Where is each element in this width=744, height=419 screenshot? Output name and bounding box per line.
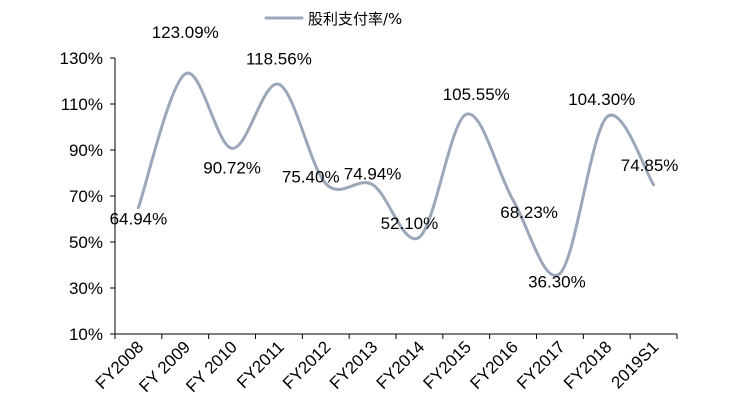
y-axis-ticks: 10% 30% 50% 70% 90% 110% 130% [60,49,115,344]
data-label: 75.40% [282,168,340,187]
y-tick-label: 90% [69,141,103,160]
x-tick-label: FY2011 [233,337,288,392]
x-tick-label: FY 2010 [182,337,241,396]
x-tick-label: FY2014 [373,337,429,393]
data-label: 104.30% [568,90,635,109]
y-tick-label: 70% [69,187,103,206]
data-label: 74.85% [621,156,679,175]
y-tick-label: 50% [69,233,103,252]
data-label: 68.23% [500,203,558,222]
x-tick-label: FY2018 [560,337,616,393]
x-tick-label: FY2016 [466,337,522,393]
x-tick-label: FY 2009 [135,337,194,396]
data-label: 123.09% [152,23,219,42]
data-label: 90.72% [203,158,261,177]
data-label: 64.94% [110,210,168,229]
x-tick-label: FY2013 [326,337,382,393]
data-label: 74.94% [344,165,402,184]
x-tick-label: FY2015 [420,337,476,393]
chart-legend: 股利支付率/% [264,10,402,28]
series-line-payout-ratio [136,71,656,278]
data-label: 118.56% [246,49,312,68]
data-labels: 64.94% 123.09% 90.72% 118.56% 75.40% 74.94% 52… [110,23,679,292]
x-tick-label: FY2017 [513,337,569,393]
x-tick-label: 2019S1 [608,337,663,392]
data-label: 36.30% [528,273,586,292]
y-tick-label: 30% [69,279,103,298]
data-label: 105.55% [443,85,510,104]
y-tick-label: 10% [69,325,103,344]
y-tick-label: 110% [61,95,103,114]
legend-label: 股利支付率/% [308,10,402,28]
x-tick-label: FY2012 [279,337,335,393]
y-tick-label: 130% [60,49,103,68]
data-label: 52.10% [381,214,439,233]
